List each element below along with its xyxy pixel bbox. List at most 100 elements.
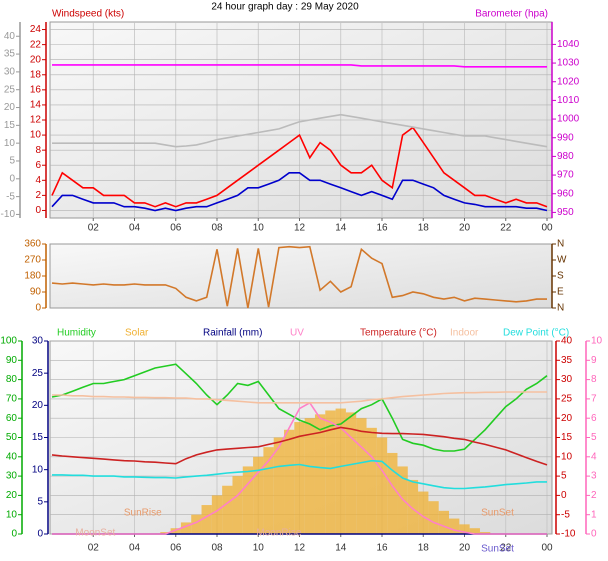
y-tick-label: 10 [4,138,16,149]
area-bar [387,452,398,534]
area-bar [222,485,233,534]
y-tick-label: 180 [24,271,41,282]
series-line [52,459,547,490]
y-tick-label: 30 [32,336,44,347]
x-tick-label: 10 [253,223,265,234]
y-tick-label: -5 [561,509,570,520]
y-tick-label: 990 [557,132,574,143]
y-tick-label: 0 [35,205,41,216]
area-bar [438,510,450,534]
y-tick-label: N [557,239,564,250]
x-tick-label: 00 [541,543,553,554]
legend-label: Indoor [450,328,479,339]
series-line [51,126,548,208]
series-line [51,172,548,212]
series-line [52,113,548,148]
area-bar [294,422,305,534]
annotation: SunSet [481,544,514,555]
x-tick-label: 18 [418,543,430,554]
series-line [51,426,548,466]
y-tick-label: 1020 [557,76,580,87]
x-tick-label: 20 [459,543,471,554]
y-tick-label: 22 [30,39,42,50]
x-tick-label: 14 [335,223,347,234]
y-tick-label: 10 [591,336,603,347]
x-tick-label: 08 [211,223,223,234]
area-bar [366,427,377,534]
y-tick-label: 2 [591,490,597,501]
series-line [52,401,547,535]
y-tick-label: 0 [11,529,17,540]
area-bar [253,456,264,534]
annotation: SunRise [124,508,162,519]
x-tick-label: 04 [129,223,141,234]
y-tick-label: 6 [591,413,597,424]
y-tick-label: N [557,303,564,314]
area-bar [479,532,491,534]
y-tick-label: 25 [561,394,573,405]
area-bar [335,408,346,534]
x-tick-label: 20 [459,223,471,234]
y-tick-label: 40 [6,451,18,462]
x-tick-label: 02 [88,223,100,234]
y-tick-label: 0 [9,173,15,184]
y-tick-label: -10 [1,209,16,220]
legend-label: Dew Point (°C) [503,328,569,339]
annotation: MoonSet [75,528,115,539]
y-tick-label: 5 [561,471,567,482]
area-bar [242,466,254,534]
series-line [52,64,547,68]
x-tick-label: 14 [335,543,347,554]
legend-label: Temperature (°C) [360,328,437,339]
y-tick-label: 8 [591,374,597,385]
y-tick-label: 10 [30,130,42,141]
area-bar [170,528,181,534]
y-tick-label: 960 [557,188,574,199]
y-tick-label: 5 [9,156,15,167]
y-tick-label: 7 [591,394,597,405]
area-bar [232,476,243,534]
x-tick-label: 04 [129,543,141,554]
y-tick-label: E [557,287,564,298]
area-bar [160,532,171,534]
chart-title: 24 hour graph day : 29 May 2020 [211,2,359,13]
legend-label: Rainfall (mm) [203,328,262,339]
y-tick-label: 35 [561,355,573,366]
x-tick-label: 22 [500,543,512,554]
x-tick-label: 22 [500,223,512,234]
area-bar [428,501,439,534]
x-tick-label: 16 [376,223,388,234]
series-line [51,245,547,309]
y-tick-label: 360 [24,239,41,250]
y-tick-label: 4 [591,451,597,462]
y-tick-label: 60 [6,413,18,424]
area-bar [273,437,285,534]
y-tick-label: 9 [591,355,597,366]
y-tick-label: 0 [561,490,567,501]
annotation: SunSet [481,508,514,519]
y-tick-label: 30 [4,67,16,78]
y-tick-label: 25 [4,84,16,95]
annotation: MoonRise [256,528,301,539]
y-tick-label: 12 [30,115,42,126]
x-tick-label: 16 [376,543,388,554]
y-tick-label: 0 [591,529,597,540]
y-tick-label: 20 [32,400,44,411]
x-tick-label: 06 [170,223,182,234]
series-line [52,391,547,404]
y2-axis-label: Barometer (hpa) [475,9,548,20]
area-bar [418,491,429,534]
y-tick-label: 20 [561,413,573,424]
y-tick-label: 1030 [557,58,580,69]
y-tick-label: 24 [30,24,42,35]
area-bar [449,518,460,534]
x-tick-label: 18 [418,223,430,234]
y-tick-label: 10 [6,509,18,520]
area-bar [325,410,336,534]
plot-area [49,243,553,309]
series-line [51,363,548,452]
y-tick-label: 20 [6,490,18,501]
y-tick-label: 8 [35,145,41,156]
